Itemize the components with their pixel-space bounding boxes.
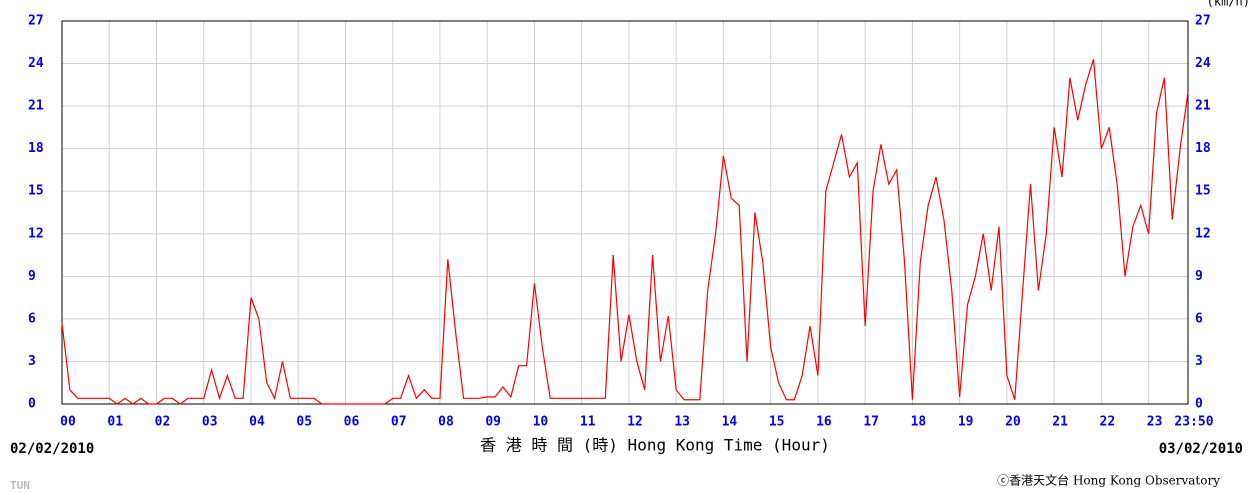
y2-tick-label: 3 [1195, 354, 1203, 369]
x-tick-label: 13 [674, 415, 690, 430]
x-tick-label: 04 [249, 415, 265, 430]
x-tick-label: 17 [863, 415, 879, 430]
y2-tick-label: 9 [1195, 269, 1203, 284]
x-tick-label: 20 [1005, 415, 1021, 430]
y-tick-label: 15 [28, 184, 44, 199]
x-tick-label: 21 [1052, 415, 1068, 430]
x-tick-label: 12 [627, 415, 643, 430]
plot-border [61, 20, 1189, 405]
y-tick-label: 18 [28, 141, 44, 156]
y-tick-label: 21 [28, 99, 44, 114]
y2-tick-label: 0 [1195, 397, 1203, 412]
y2-tick-label: 21 [1195, 99, 1211, 114]
start-date: 02/02/2010 [10, 441, 94, 457]
y2-tick-label: 6 [1195, 311, 1203, 326]
x-tick-label: 07 [391, 415, 407, 430]
y-tick-label: 3 [28, 354, 36, 369]
x-tick-label: 09 [485, 415, 501, 430]
x-tick-label: 15 [769, 415, 785, 430]
y-tick-label: 6 [28, 311, 36, 326]
y2-tick-label: 12 [1195, 226, 1211, 241]
x-tick-label: 02 [155, 415, 171, 430]
y-tick-label: 12 [28, 226, 44, 241]
x-tick-label: 16 [816, 415, 832, 430]
x-axis-label: 香 港 時 間 (時) Hong Kong Time (Hour) [480, 436, 830, 455]
x-tick-label: 23:50 [1174, 415, 1213, 430]
x-tick-label: 03 [202, 415, 218, 430]
y-tick-label: 9 [28, 269, 36, 284]
x-tick-label: 00 [60, 415, 76, 430]
x-tick-label: 05 [296, 415, 312, 430]
y2-tick-label: 15 [1195, 184, 1211, 199]
x-tick-label: 19 [958, 415, 974, 430]
credit: ⓒ香港天文台 Hong Kong Observatory [997, 473, 1220, 488]
x-tick-label: 18 [911, 415, 927, 430]
x-tick-label: 08 [438, 415, 454, 430]
line [61, 59, 1189, 405]
x-tick-label: 14 [722, 415, 738, 430]
x-tick-label: 01 [107, 415, 123, 430]
y-tick-label: 0 [28, 397, 36, 412]
y2-tick-label: 24 [1195, 56, 1211, 71]
y2-tick-label: 18 [1195, 141, 1211, 156]
x-tick-label: 10 [533, 415, 549, 430]
end-date: 03/02/2010 [1159, 441, 1243, 457]
station: TUN [10, 479, 30, 492]
x-tick-label: 06 [344, 415, 360, 430]
y2-axis-label: (km/h) [1207, 0, 1250, 9]
y-tick-label: 27 [28, 14, 44, 29]
y2-tick-label: 27 [1195, 14, 1211, 29]
x-tick-label: 22 [1100, 415, 1116, 430]
y-tick-label: 24 [28, 56, 44, 71]
x-tick-label: 11 [580, 415, 596, 430]
x-tick-label: 23 [1147, 415, 1163, 430]
